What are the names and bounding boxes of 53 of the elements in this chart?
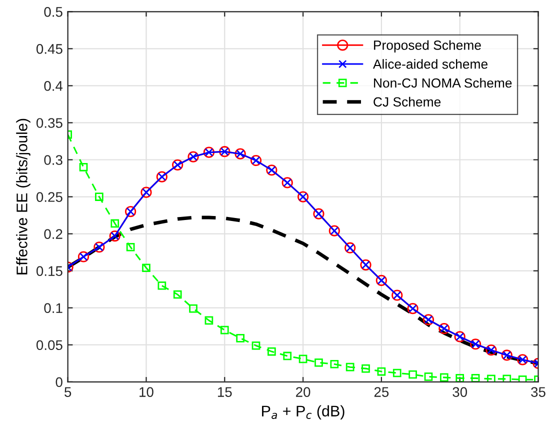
x-tick-label: 5 xyxy=(64,387,72,397)
point xyxy=(158,281,166,290)
point xyxy=(283,352,292,360)
point xyxy=(440,373,448,382)
y-axis-title: Effective EE (bits/joule) xyxy=(16,118,30,274)
point xyxy=(236,334,244,342)
y-tick-label: 0.5 xyxy=(44,7,62,17)
point xyxy=(252,341,260,350)
y-tick-label: 0.05 xyxy=(36,340,62,350)
point xyxy=(268,347,276,356)
point xyxy=(220,326,229,334)
y-tick-label: 0.1 xyxy=(44,303,62,314)
legend-label: Alice-aided scheme xyxy=(372,59,488,69)
x-tick-label: 10 xyxy=(140,387,154,397)
y-tick-label: 0.45 xyxy=(36,44,62,54)
point xyxy=(314,358,323,367)
y-tick-label: 0.15 xyxy=(36,266,62,276)
point xyxy=(456,374,464,382)
legend-label: Non-CJ NOMA Scheme xyxy=(374,78,512,88)
y-tick-label: 0.3 xyxy=(44,155,62,165)
point xyxy=(471,374,480,382)
point xyxy=(392,368,402,378)
x-tick-label: 20 xyxy=(296,387,310,397)
point xyxy=(95,192,104,201)
x-axis-title: P$_{a}$ + P$_{c}$ (dB) xyxy=(262,405,344,420)
legend-label: Proposed Scheme xyxy=(374,40,481,52)
y-tick-label: 0.25 xyxy=(36,192,62,202)
x-tick-label: 30 xyxy=(452,387,468,397)
y-tick-label: 0.2 xyxy=(44,229,62,239)
point xyxy=(362,364,370,373)
point xyxy=(487,374,496,382)
point xyxy=(518,376,527,382)
point xyxy=(408,370,417,379)
point xyxy=(204,316,214,325)
point xyxy=(330,360,339,368)
point xyxy=(346,362,354,372)
point xyxy=(189,304,198,313)
legend-label: CJ Scheme xyxy=(374,96,441,107)
y-tick-label: 0.35 xyxy=(36,118,62,128)
x-tick-label: 15 xyxy=(218,387,232,397)
point xyxy=(110,219,120,228)
point xyxy=(424,372,433,381)
x-tick-label: 25 xyxy=(374,387,389,397)
y-tick-label: 0 xyxy=(56,377,62,388)
y-tick-label: 0.4 xyxy=(44,81,63,91)
point xyxy=(377,367,386,376)
point xyxy=(79,162,88,172)
point xyxy=(126,242,135,252)
point xyxy=(142,264,150,272)
point xyxy=(298,354,308,364)
point xyxy=(502,374,512,382)
point xyxy=(173,290,182,299)
x-tick-label: 35 xyxy=(531,387,546,397)
